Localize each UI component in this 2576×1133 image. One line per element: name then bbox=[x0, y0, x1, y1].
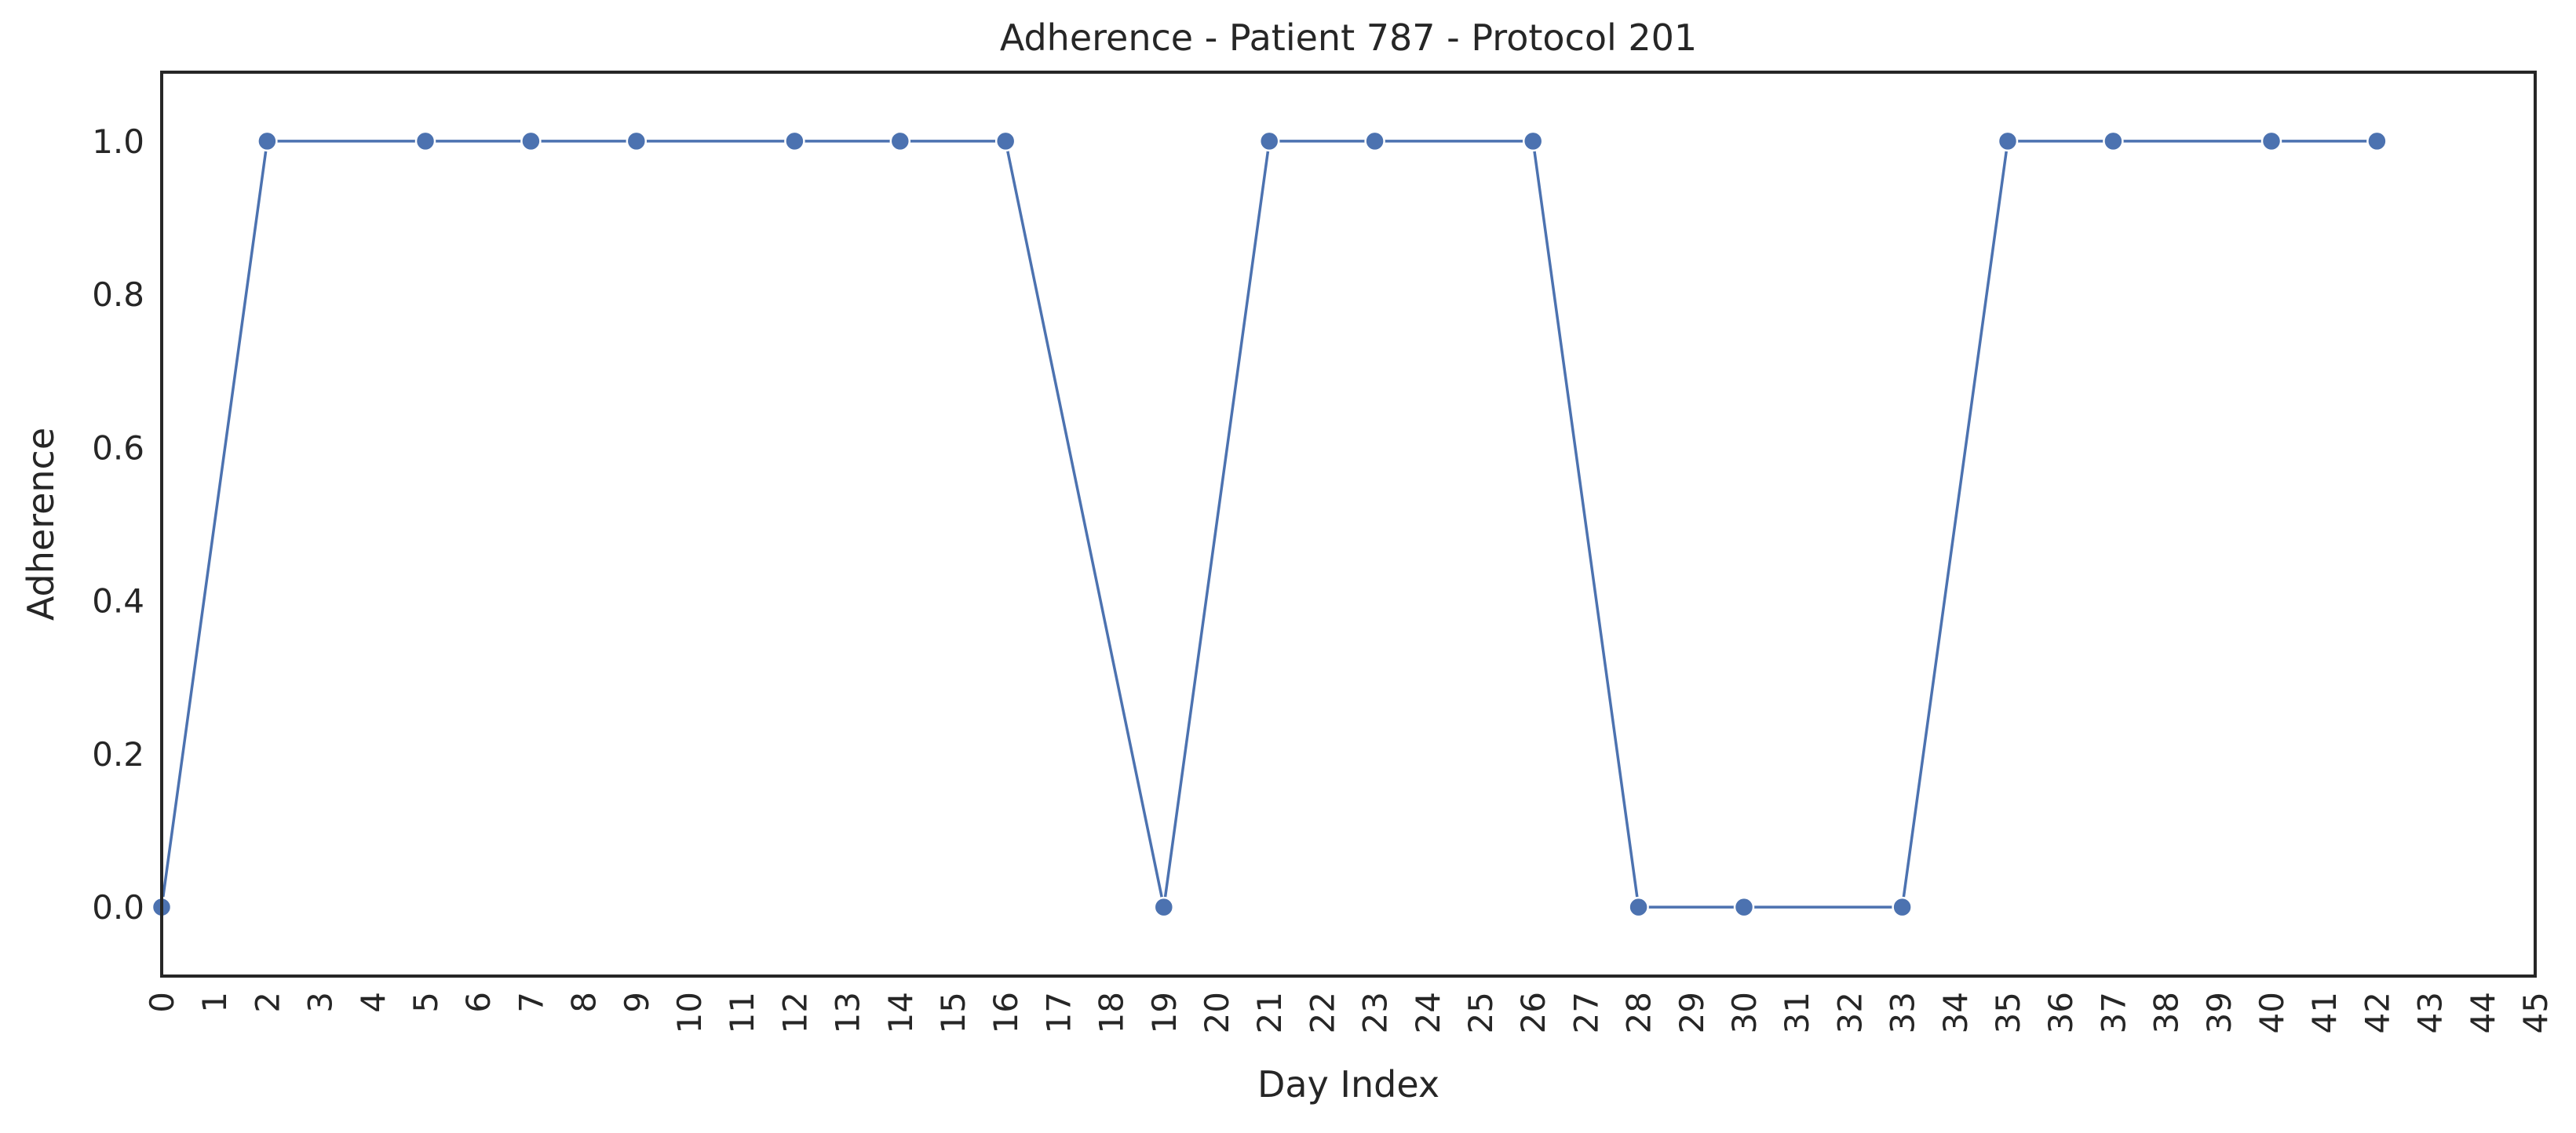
x-tick-label: 28 bbox=[1620, 992, 1658, 1033]
x-tick-label: 10 bbox=[670, 992, 709, 1033]
x-tick-label: 35 bbox=[1989, 992, 2027, 1033]
data-point bbox=[414, 130, 436, 152]
x-tick-label: 13 bbox=[829, 992, 867, 1033]
x-tick-label: 16 bbox=[987, 992, 1025, 1033]
x-tick-label: 12 bbox=[775, 992, 814, 1033]
x-tick-label: 31 bbox=[1778, 992, 1816, 1033]
data-point bbox=[2103, 130, 2124, 152]
x-tick-label: 42 bbox=[2358, 992, 2396, 1033]
x-tick-label: 23 bbox=[1356, 992, 1395, 1033]
x-tick-label: 45 bbox=[2516, 992, 2555, 1033]
x-tick-label: 9 bbox=[618, 992, 656, 1013]
x-tick-label: 5 bbox=[407, 992, 445, 1013]
x-tick-label: 26 bbox=[1514, 992, 1553, 1033]
x-tick-label: 41 bbox=[2305, 992, 2344, 1033]
y-tick-label: 0.8 bbox=[92, 275, 144, 314]
data-point bbox=[1892, 896, 1913, 918]
data-point bbox=[1997, 130, 2019, 152]
x-tick-label: 43 bbox=[2411, 992, 2450, 1033]
x-tick-label: 20 bbox=[1198, 992, 1236, 1033]
x-tick-label: 4 bbox=[354, 992, 392, 1013]
data-point bbox=[2366, 130, 2388, 152]
x-tick-label: 44 bbox=[2464, 992, 2502, 1033]
x-tick-label: 0 bbox=[143, 992, 181, 1013]
data-point bbox=[1733, 896, 1755, 918]
y-axis-ticks: 0.0 0.2 0.4 0.6 0.8 1.0 bbox=[92, 122, 144, 927]
x-tick-label: 6 bbox=[459, 992, 498, 1013]
y-tick-label: 0.6 bbox=[92, 428, 144, 467]
x-tick-label: 32 bbox=[1830, 992, 1869, 1033]
y-tick-label: 0.2 bbox=[92, 735, 144, 774]
chart-title: Adherence - Patient 787 - Protocol 201 bbox=[1000, 16, 1697, 59]
x-tick-label: 21 bbox=[1250, 992, 1289, 1033]
y-tick-label: 0.4 bbox=[92, 582, 144, 621]
data-point bbox=[1364, 130, 1385, 152]
x-tick-label: 24 bbox=[1409, 992, 1447, 1033]
data-point bbox=[889, 130, 911, 152]
data-point bbox=[1628, 896, 1649, 918]
x-axis-label: Day Index bbox=[1257, 1063, 1439, 1106]
x-tick-label: 1 bbox=[195, 992, 234, 1013]
plot-area bbox=[151, 130, 2388, 918]
x-tick-label: 36 bbox=[2041, 992, 2080, 1033]
data-point bbox=[1522, 130, 1544, 152]
data-point bbox=[784, 130, 805, 152]
data-point bbox=[1153, 896, 1175, 918]
x-tick-label: 27 bbox=[1567, 992, 1605, 1033]
x-tick-label: 18 bbox=[1093, 992, 1131, 1033]
x-tick-label: 7 bbox=[512, 992, 550, 1013]
x-tick-label: 2 bbox=[248, 992, 286, 1013]
data-point bbox=[1258, 130, 1280, 152]
x-tick-label: 11 bbox=[723, 992, 761, 1033]
x-tick-label: 15 bbox=[934, 992, 972, 1033]
x-tick-label: 19 bbox=[1145, 992, 1184, 1033]
x-tick-label: 3 bbox=[301, 992, 340, 1013]
x-tick-label: 40 bbox=[2253, 992, 2291, 1033]
x-tick-label: 17 bbox=[1039, 992, 1078, 1033]
x-tick-label: 38 bbox=[2147, 992, 2186, 1033]
data-point bbox=[257, 130, 278, 152]
data-point bbox=[994, 130, 1016, 152]
x-tick-label: 25 bbox=[1461, 992, 1500, 1033]
x-tick-label: 14 bbox=[881, 992, 920, 1033]
plot-frame bbox=[160, 71, 2537, 978]
x-tick-label: 22 bbox=[1303, 992, 1341, 1033]
x-axis-ticks: 0 1 2 3 4 5 6 7 8 9 10 11 12 13 14 15 16 17 18 19 20 21 22 23 24… bbox=[143, 992, 2555, 1033]
y-tick-label: 0.0 bbox=[92, 888, 144, 927]
y-tick-label: 1.0 bbox=[92, 122, 144, 161]
x-tick-label: 39 bbox=[2200, 992, 2238, 1033]
data-point bbox=[2260, 130, 2282, 152]
data-point bbox=[520, 130, 542, 152]
data-point bbox=[626, 130, 648, 152]
x-tick-label: 34 bbox=[1936, 992, 1975, 1033]
x-tick-label: 30 bbox=[1725, 992, 1764, 1033]
x-tick-label: 29 bbox=[1673, 992, 1711, 1033]
y-axis-label: Adherence bbox=[20, 428, 62, 621]
x-tick-label: 8 bbox=[565, 992, 604, 1013]
x-tick-label: 37 bbox=[2094, 992, 2133, 1033]
x-tick-label: 33 bbox=[1884, 992, 1922, 1033]
